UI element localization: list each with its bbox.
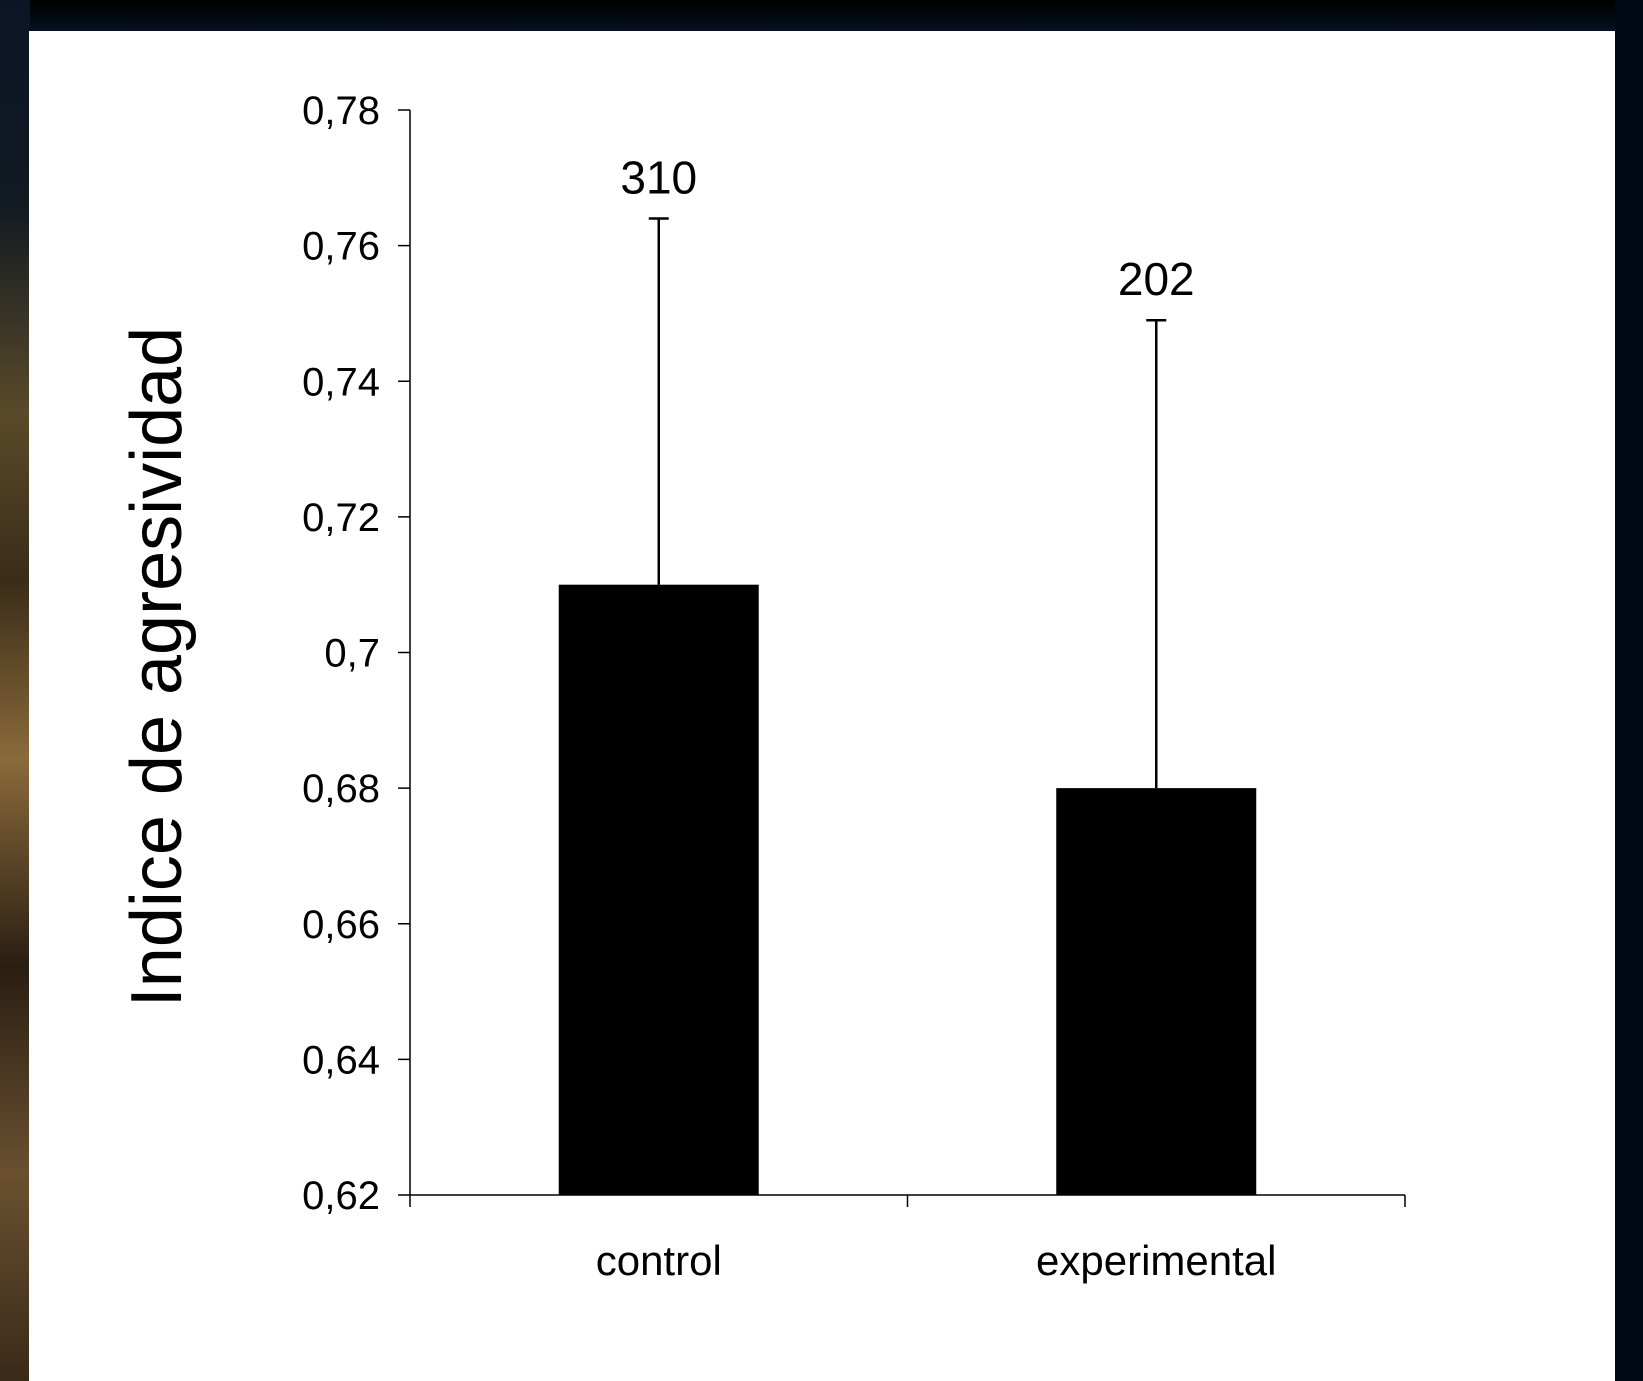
background-top <box>0 0 1643 30</box>
x-tick-label-experimental: experimental <box>1036 1237 1276 1284</box>
bar-chart: Indice de agresividad 0,620,640,660,680,… <box>117 89 1406 1284</box>
y-tick-label: 0,78 <box>302 89 380 133</box>
y-tick-label: 0,64 <box>302 1038 380 1082</box>
y-tick-label: 0,7 <box>324 632 380 676</box>
x-tick-label-control: control <box>596 1237 722 1284</box>
y-axis-label: Indice de agresividad <box>117 327 197 1007</box>
background-left <box>0 0 30 1381</box>
bar-control <box>558 584 759 1195</box>
bar-experimental <box>1056 788 1257 1195</box>
bars: 310 control 202 experimental <box>558 152 1276 1284</box>
data-label-experimental: 202 <box>1118 253 1195 305</box>
y-tick-label: 0,74 <box>302 360 380 404</box>
y-tick-label: 0,68 <box>302 767 380 811</box>
y-tick-label: 0,76 <box>302 225 380 269</box>
y-tick-label: 0,72 <box>302 496 380 540</box>
axes: 0,62 0,64 0,66 0,68 0,7 0,72 0,74 0,76 0,78 <box>302 89 1406 1218</box>
background-right <box>1615 0 1643 1381</box>
data-label-control: 310 <box>620 152 697 204</box>
chart-slide: Indice de agresividad 0,62 0,64 0,66 0,68 0,… <box>29 31 1615 1381</box>
y-tick-label: 0,62 <box>302 1174 380 1218</box>
y-tick-label: 0,66 <box>302 903 380 947</box>
